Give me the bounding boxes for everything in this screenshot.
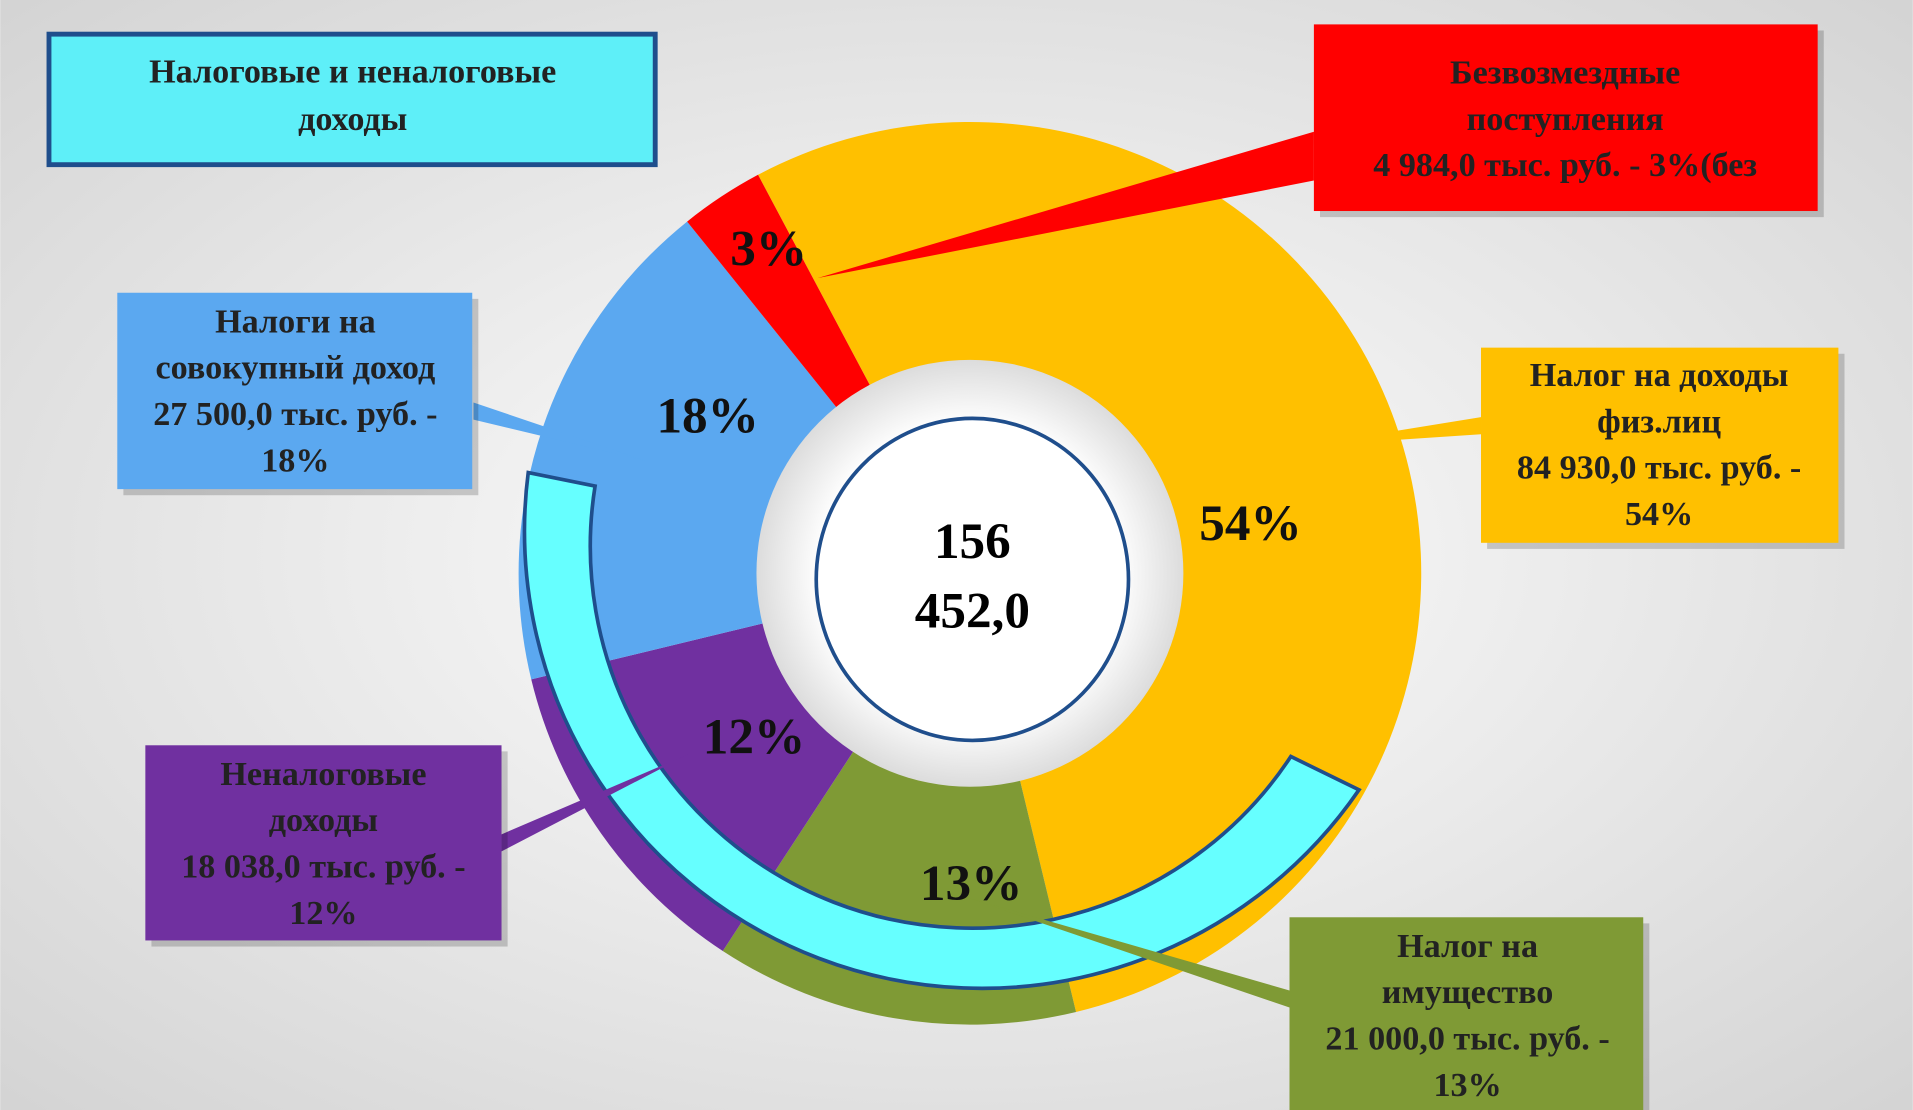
data-label: 54% [1199, 495, 1301, 552]
slice [687, 174, 873, 412]
callout-text: имущество [1382, 974, 1554, 1011]
callout-text: 54% [1625, 496, 1693, 533]
center-label: 156 [934, 513, 1011, 570]
callout-text: поступления [1467, 101, 1664, 138]
callout-text: Налог на [1397, 928, 1538, 965]
data-label: 13% [920, 855, 1022, 912]
callout-box [117, 292, 473, 490]
leader [1299, 417, 1482, 447]
slice [758, 121, 1422, 1012]
callout-text: Неналоговые [220, 756, 426, 793]
callout-text: 21 000,0 тыс. руб. - [1325, 1021, 1609, 1058]
data-label: 18% [656, 388, 758, 445]
callout-text: физ.лиц [1597, 403, 1721, 440]
callout-text: 4 984,0 тыс. руб. - 3%(без [1373, 147, 1757, 184]
callout-text: Безвозмездные [1450, 54, 1680, 91]
callout-text: совокупный доход [156, 350, 436, 387]
data-label: 3% [730, 220, 807, 277]
callout-box [145, 745, 502, 941]
callout-box [1313, 24, 1818, 212]
callout-text: 27 500,0 тыс. руб. - [153, 396, 437, 433]
callout-text: 84 930,0 тыс. руб. - [1517, 450, 1801, 487]
callout-text: Налоги на [215, 303, 376, 340]
leader [501, 753, 690, 852]
callout-text: 13% [1433, 1067, 1501, 1104]
center-label: 452,0 [915, 583, 1030, 640]
title-box [46, 31, 658, 168]
callout-box [1289, 917, 1644, 1110]
callout-text: 18 038,0 тыс. руб. - [181, 849, 465, 886]
leader [817, 131, 1314, 279]
callout-box [1481, 347, 1839, 543]
chart-title: Налоговые и неналоговые [149, 53, 556, 90]
highlight-arc [522, 470, 1362, 991]
chart-title: доходы [298, 101, 407, 138]
callout-text: 12% [289, 895, 357, 932]
data-label: 12% [703, 708, 805, 765]
callout-text: 18% [261, 442, 329, 479]
center-ellipse [814, 416, 1131, 743]
callout-text: доходы [269, 802, 378, 839]
callout-text: Налог на доходы [1530, 357, 1789, 394]
